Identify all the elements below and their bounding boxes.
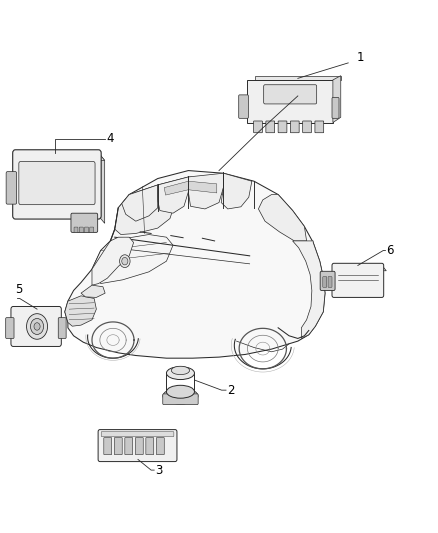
FancyBboxPatch shape [13, 150, 101, 219]
FancyBboxPatch shape [74, 227, 78, 232]
Ellipse shape [163, 388, 198, 404]
FancyBboxPatch shape [90, 227, 94, 232]
FancyBboxPatch shape [156, 438, 164, 455]
FancyBboxPatch shape [332, 263, 384, 297]
Circle shape [120, 255, 130, 268]
FancyBboxPatch shape [71, 213, 98, 232]
Polygon shape [255, 76, 341, 80]
Polygon shape [158, 177, 223, 197]
Text: 2: 2 [227, 384, 234, 397]
Text: 1: 1 [357, 51, 364, 64]
FancyBboxPatch shape [6, 318, 14, 338]
FancyBboxPatch shape [146, 438, 154, 455]
Polygon shape [258, 195, 307, 241]
Circle shape [122, 257, 128, 265]
FancyBboxPatch shape [332, 98, 339, 118]
FancyBboxPatch shape [254, 121, 262, 133]
Text: 6: 6 [386, 244, 394, 257]
FancyBboxPatch shape [163, 394, 198, 405]
FancyBboxPatch shape [135, 438, 143, 455]
FancyBboxPatch shape [278, 121, 287, 133]
Polygon shape [115, 185, 175, 235]
Polygon shape [334, 265, 386, 271]
Polygon shape [164, 181, 217, 195]
Polygon shape [333, 76, 341, 123]
Polygon shape [65, 296, 96, 326]
Ellipse shape [171, 366, 190, 375]
Polygon shape [188, 173, 223, 209]
Polygon shape [221, 173, 252, 209]
Polygon shape [65, 171, 325, 358]
Polygon shape [99, 153, 105, 223]
Text: 4: 4 [106, 132, 113, 145]
FancyBboxPatch shape [264, 85, 317, 104]
Circle shape [34, 323, 40, 330]
FancyBboxPatch shape [6, 172, 17, 204]
FancyBboxPatch shape [303, 121, 311, 133]
FancyBboxPatch shape [290, 121, 299, 133]
FancyBboxPatch shape [266, 121, 275, 133]
FancyBboxPatch shape [315, 121, 324, 133]
FancyBboxPatch shape [11, 306, 61, 346]
Polygon shape [15, 153, 105, 160]
FancyBboxPatch shape [328, 277, 332, 287]
Ellipse shape [166, 385, 194, 398]
FancyBboxPatch shape [320, 271, 335, 290]
Polygon shape [293, 241, 325, 338]
FancyBboxPatch shape [19, 161, 95, 205]
Polygon shape [81, 285, 105, 297]
FancyBboxPatch shape [98, 430, 177, 462]
Ellipse shape [166, 367, 194, 379]
Text: 5: 5 [15, 283, 22, 296]
Polygon shape [122, 185, 158, 221]
FancyBboxPatch shape [85, 227, 88, 232]
FancyBboxPatch shape [58, 318, 66, 338]
FancyBboxPatch shape [104, 438, 112, 455]
Text: 3: 3 [155, 464, 162, 477]
Polygon shape [92, 237, 134, 285]
Polygon shape [92, 235, 173, 284]
FancyBboxPatch shape [101, 432, 174, 437]
FancyBboxPatch shape [323, 277, 327, 287]
FancyBboxPatch shape [79, 227, 83, 232]
FancyBboxPatch shape [239, 95, 248, 118]
Polygon shape [247, 80, 333, 123]
Circle shape [31, 318, 44, 335]
FancyBboxPatch shape [114, 438, 122, 455]
Circle shape [27, 313, 48, 340]
FancyBboxPatch shape [125, 438, 133, 455]
Polygon shape [158, 177, 188, 213]
